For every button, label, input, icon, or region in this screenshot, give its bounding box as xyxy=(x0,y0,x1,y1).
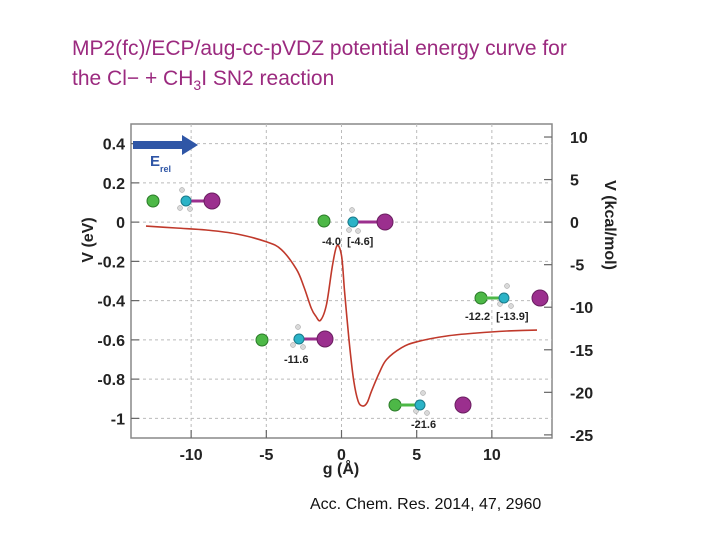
y-tick-label-left: 0 xyxy=(116,215,125,232)
x-tick-label: 10 xyxy=(483,447,501,464)
hydrogen-atom xyxy=(355,228,361,234)
y-tick-label-left: -0.6 xyxy=(97,333,125,350)
reactant-complex-energy-label: -11.6 xyxy=(284,354,308,366)
y-axis-label-right: V (kcal/mol) xyxy=(601,180,618,270)
y-tick-label-left: -0.8 xyxy=(97,372,125,389)
y-tick-label-left: -0.4 xyxy=(97,294,125,311)
x-tick-label: 0 xyxy=(337,447,346,464)
iodine-atom xyxy=(454,396,472,414)
chlorine-atom xyxy=(317,214,331,228)
barrier-energy-label: -4.0 [-4.6] xyxy=(322,236,374,248)
x-tick-label: 5 xyxy=(412,447,421,464)
molecule-complex-barrier: -4.0 [-4.6] xyxy=(317,207,394,248)
product-complex-energy-label: -21.6 xyxy=(411,419,436,431)
slide-title-line2: the Cl− + CH3I SN2 reaction xyxy=(72,67,335,94)
hydrogen-atom xyxy=(508,303,514,309)
molecule-reactants xyxy=(146,187,221,212)
iodine-atom xyxy=(376,213,394,231)
energy-curve xyxy=(145,225,538,407)
carbon-atom xyxy=(293,333,305,345)
energy-arrow: Erel xyxy=(133,135,198,174)
hydrogen-atom xyxy=(346,227,352,233)
x-tick-label: -10 xyxy=(180,447,203,464)
citation: Acc. Chem. Res. 2014, 47, 2960 xyxy=(310,496,542,513)
iodine-atom xyxy=(316,330,334,348)
carbon-atom xyxy=(414,399,426,411)
hydrogen-atom xyxy=(177,205,183,211)
y-tick-label-right: -20 xyxy=(570,385,593,402)
hydrogen-atom xyxy=(420,390,426,396)
y-tick-label-right: -5 xyxy=(570,258,584,275)
y-tick-label-right: 0 xyxy=(570,215,579,232)
y-tick-label-right: -15 xyxy=(570,343,593,360)
energy-arrow-head xyxy=(182,135,198,155)
slide-title: MP2(fc)/ECP/aug-cc-pVDZ potential energy… xyxy=(72,34,672,100)
molecule-products: -12.2 [-13.9] xyxy=(465,283,549,323)
hydrogen-atom xyxy=(504,283,510,289)
x-axis-label: g (Å) xyxy=(323,459,359,478)
iodine-atom xyxy=(531,289,549,307)
y-tick-label-right: -25 xyxy=(570,428,593,445)
chlorine-atom xyxy=(255,333,269,347)
molecule-product-complex: -21.6 xyxy=(388,390,472,431)
chlorine-atom xyxy=(146,194,160,208)
y-tick-label-left: -0.2 xyxy=(97,254,125,271)
curve-layer xyxy=(145,225,538,407)
y-ticks-left: 0.4 0.2 0 -0.2 -0.4 -0.6 -0.8 -1 xyxy=(97,137,139,428)
x-tick-label: -5 xyxy=(259,447,273,464)
molecule-reactant-complex: -11.6 xyxy=(255,324,334,366)
iodine-atom xyxy=(203,192,221,210)
hydrogen-atom xyxy=(290,342,296,348)
y-ticks-right: 10 5 0 -5 -10 -15 -20 -25 xyxy=(544,130,593,445)
y-axis-label-left: V (eV) xyxy=(80,217,97,262)
carbon-atom xyxy=(498,292,510,304)
hydrogen-atom xyxy=(349,207,355,213)
energy-arrow-shaft xyxy=(133,141,183,149)
hydrogen-atom xyxy=(295,324,301,330)
y-tick-label-right: -10 xyxy=(570,300,593,317)
erel-label: Erel xyxy=(150,153,171,174)
hydrogen-atom xyxy=(300,344,306,350)
hydrogen-atom xyxy=(179,187,185,193)
hydrogen-atom xyxy=(187,206,193,212)
y-tick-label-left: -1 xyxy=(111,411,125,428)
products-energy-label: -12.2 [-13.9] xyxy=(465,311,529,323)
slide-title-line1: MP2(fc)/ECP/aug-cc-pVDZ potential energy… xyxy=(72,37,567,60)
y-tick-label-right: 10 xyxy=(570,130,588,147)
y-tick-label-left: 0.2 xyxy=(103,176,125,193)
y-tick-label-right: 5 xyxy=(570,173,579,190)
carbon-atom xyxy=(347,216,359,228)
y-tick-label-left: 0.4 xyxy=(103,137,125,154)
x-ticks: -10 -5 0 5 10 xyxy=(180,430,501,464)
carbon-atom xyxy=(180,195,192,207)
hydrogen-atom xyxy=(424,410,430,416)
